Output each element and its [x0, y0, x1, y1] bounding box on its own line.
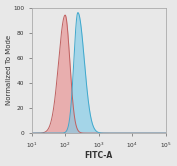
Y-axis label: Normalized To Mode: Normalized To Mode — [5, 35, 12, 105]
X-axis label: FITC-A: FITC-A — [84, 151, 113, 161]
